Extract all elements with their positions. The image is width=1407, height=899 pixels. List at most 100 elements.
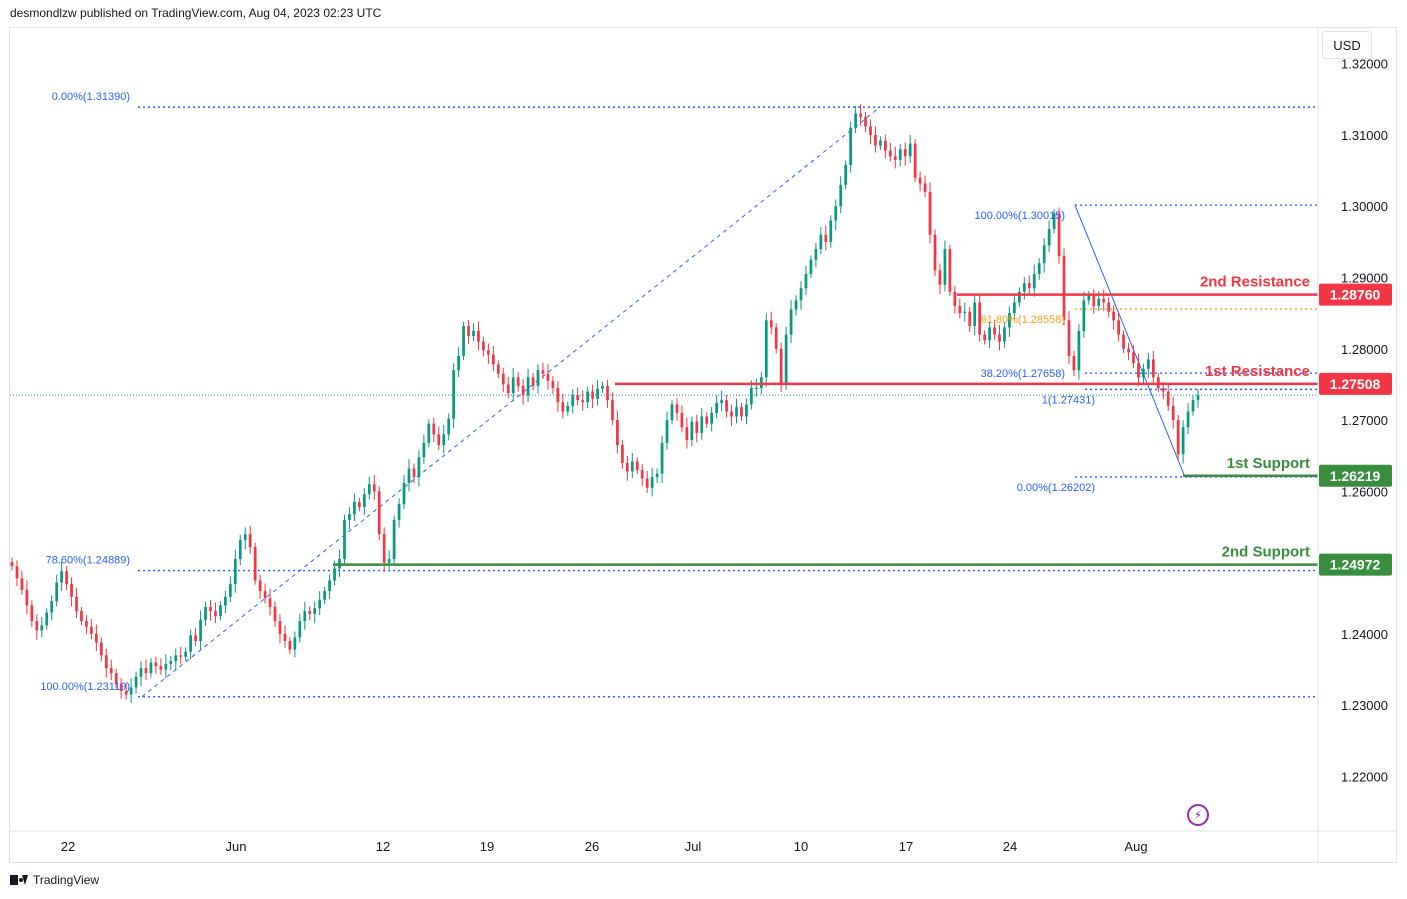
level-price-tag <box>1319 553 1392 576</box>
candle-body <box>159 666 163 670</box>
candle-body <box>417 457 421 478</box>
candle-body <box>333 568 336 581</box>
candle-body <box>794 300 798 310</box>
flash-icon[interactable]: ⚡ <box>1187 804 1209 826</box>
candle-body <box>571 395 575 406</box>
tradingview-footer[interactable]: TradingView <box>10 873 99 887</box>
candle-body <box>506 384 510 393</box>
candle-body <box>685 427 689 441</box>
candle-body <box>1087 295 1091 301</box>
y-tick-label: 1.29000 <box>1341 271 1388 286</box>
y-tick-label: 1.31000 <box>1341 128 1388 143</box>
candle-body <box>209 606 212 612</box>
candle-body <box>372 484 376 492</box>
candle-body <box>576 395 580 401</box>
candle-body <box>834 206 838 221</box>
candle-body <box>199 619 202 642</box>
candle-body <box>30 605 34 622</box>
candle-body <box>1047 229 1051 246</box>
candle-body <box>516 377 520 386</box>
candle-body <box>611 400 614 421</box>
candle-body <box>387 559 391 563</box>
candle-body <box>248 534 252 547</box>
candle-body <box>55 582 59 602</box>
candle-body <box>427 423 431 443</box>
candle-body <box>437 434 441 446</box>
candle-body <box>412 468 416 478</box>
y-tick-label: 1.32000 <box>1341 57 1388 72</box>
candle-body <box>973 302 977 326</box>
candle-body <box>139 668 143 677</box>
level-price-tag <box>1319 372 1392 395</box>
candle-body <box>849 127 853 165</box>
candle-body <box>963 311 967 314</box>
candle-body <box>467 325 470 336</box>
candle-body <box>243 534 247 540</box>
candle-body <box>754 388 758 390</box>
candle-body <box>472 330 475 336</box>
y-tick-label: 1.30000 <box>1341 199 1388 214</box>
candle-body <box>94 633 98 643</box>
candle-body <box>541 370 545 374</box>
candle-body <box>258 580 262 592</box>
candle-body <box>874 134 877 146</box>
candle-body <box>918 177 922 184</box>
candle-body <box>60 571 63 583</box>
candle-body <box>204 606 207 620</box>
candle-body <box>1166 391 1170 406</box>
candle-body <box>1176 420 1180 455</box>
candle-body <box>869 126 872 135</box>
candle-body <box>70 584 73 597</box>
candle-body <box>174 655 178 662</box>
candle-body <box>968 311 972 326</box>
candle-body <box>313 608 317 614</box>
candle-body <box>978 302 982 335</box>
candle-body <box>90 626 93 634</box>
candle-body <box>799 288 803 301</box>
candle-body <box>407 468 411 483</box>
candle-body <box>283 633 287 642</box>
candle-body <box>457 355 460 371</box>
candle-body <box>789 309 793 335</box>
candle-body <box>149 662 153 674</box>
candle-body <box>1022 283 1026 292</box>
candle-body <box>1092 295 1096 307</box>
candle-body <box>1072 355 1076 371</box>
candle-body <box>1196 395 1200 401</box>
candle-body <box>675 404 679 413</box>
candle-body <box>943 248 947 285</box>
candle-body <box>591 391 594 399</box>
candle-body <box>561 402 565 412</box>
candle-body <box>65 571 68 585</box>
candle-body <box>233 559 237 585</box>
candle-body <box>903 149 907 157</box>
candle-body <box>129 687 133 695</box>
candle-body <box>665 420 669 443</box>
candle-body <box>913 143 917 178</box>
candle-body <box>824 234 828 242</box>
candle-body <box>308 611 312 614</box>
candle-body <box>1102 298 1106 303</box>
candle-body <box>392 519 396 560</box>
fib-label: 100.00%(1.23119) <box>40 681 130 693</box>
candle-body <box>1107 302 1111 312</box>
candle-body <box>710 412 714 424</box>
candle-body <box>750 388 753 405</box>
candle-body <box>1042 245 1046 264</box>
candle-body <box>551 380 555 389</box>
candle-body <box>695 421 699 433</box>
chart-frame <box>9 27 1397 863</box>
candle-body <box>491 354 495 365</box>
candle-body <box>586 391 589 403</box>
candle-body <box>655 473 659 478</box>
candle-body <box>328 580 331 592</box>
candle-body <box>1008 313 1011 328</box>
currency-button[interactable]: USD <box>1322 31 1372 59</box>
candle-body <box>879 140 882 146</box>
candle-body <box>625 462 629 472</box>
candle-body <box>362 494 366 508</box>
candle-body <box>700 416 704 433</box>
candle-body <box>1181 427 1185 455</box>
x-tick-label: 10 <box>794 839 808 854</box>
